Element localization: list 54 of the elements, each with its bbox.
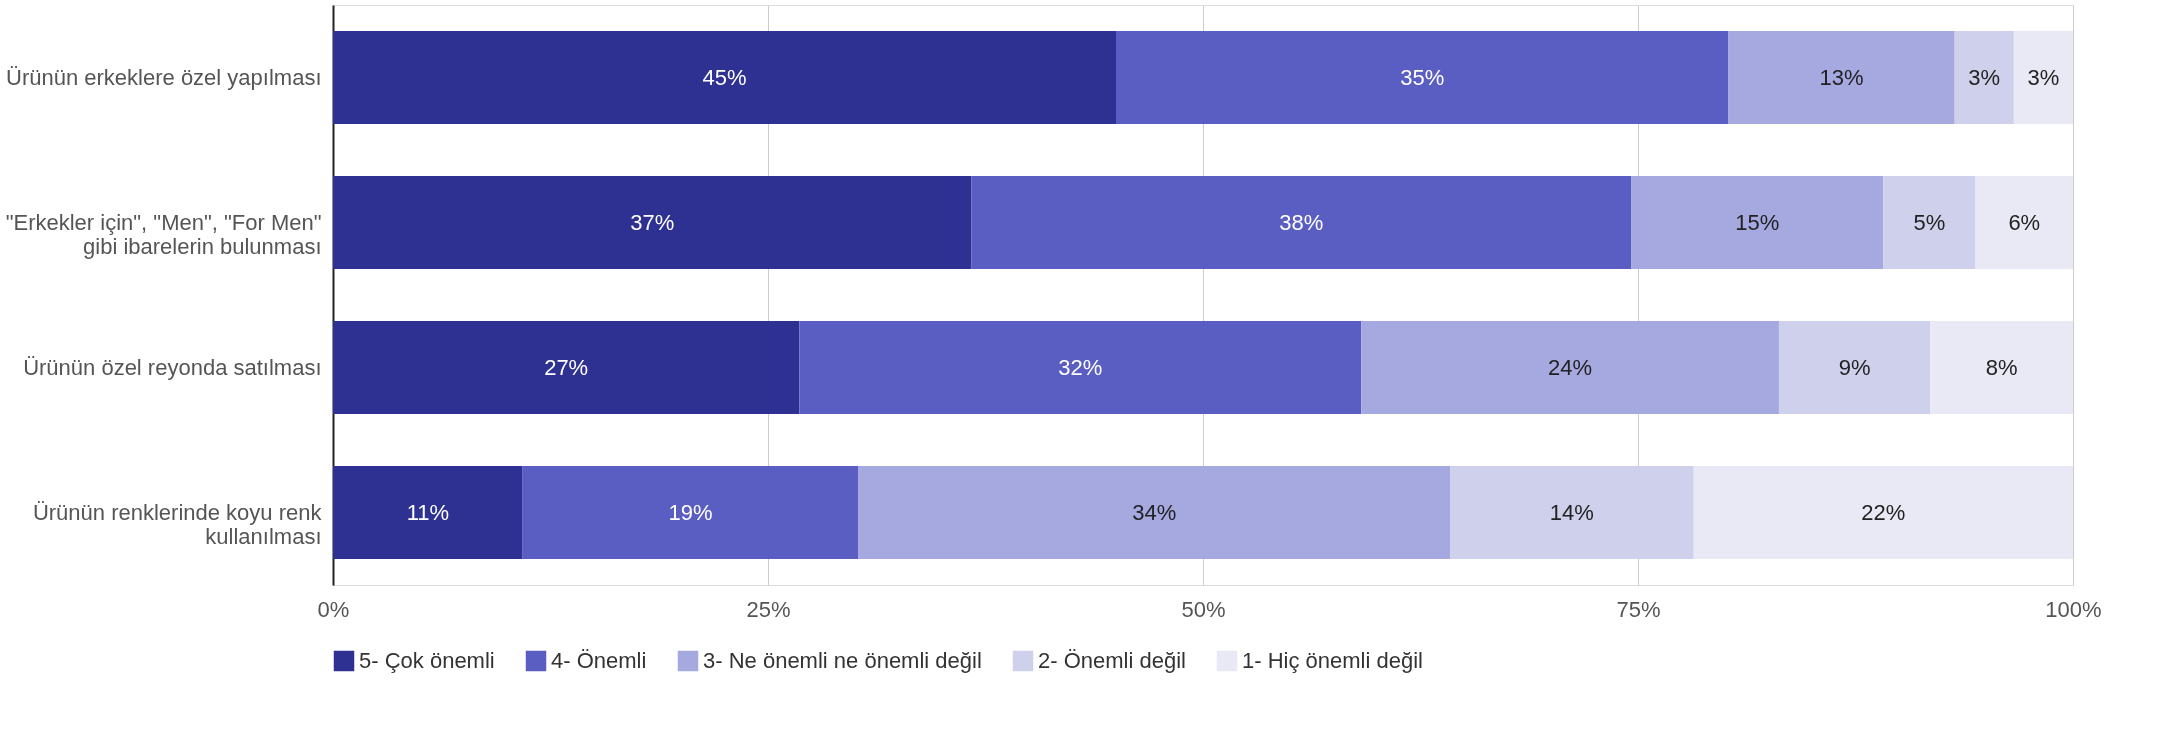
x-tick-label: 25% xyxy=(746,596,791,622)
x-tick-label: 75% xyxy=(1616,596,1661,622)
data-label: 27% xyxy=(544,354,589,380)
data-label: 9% xyxy=(1838,354,1871,380)
x-tick-label: 50% xyxy=(1181,596,1226,622)
data-label: 24% xyxy=(1548,354,1593,380)
bar xyxy=(1693,466,2073,559)
data-label: 3% xyxy=(2027,64,2060,90)
x-tick-label: 0% xyxy=(317,596,350,622)
bar xyxy=(1116,31,1729,124)
x-tick-label: 100% xyxy=(2045,596,2102,622)
bar xyxy=(522,466,859,559)
y-tick-label: Ürünün renklerinde koyu renk kullanılması xyxy=(32,499,323,549)
bar xyxy=(1778,321,1931,414)
bar xyxy=(2013,31,2073,124)
data-label: 19% xyxy=(668,499,713,525)
data-label: 11% xyxy=(406,499,450,525)
data-label: 38% xyxy=(1279,209,1324,235)
data-label: 37% xyxy=(630,209,675,235)
data-label: 15% xyxy=(1735,209,1780,235)
bar xyxy=(1883,176,1976,269)
bar xyxy=(333,466,523,559)
bar xyxy=(1631,176,1884,269)
data-label: 13% xyxy=(1819,64,1864,90)
bar xyxy=(1450,466,1694,559)
bar xyxy=(971,176,1632,269)
data-label: 35% xyxy=(1400,64,1445,90)
legend-label: 3- Ne önemli ne önemli değil xyxy=(703,648,982,673)
bar xyxy=(858,466,1451,559)
data-label: 8% xyxy=(1985,354,2018,380)
bar xyxy=(1954,31,2014,124)
data-label: 32% xyxy=(1058,354,1103,380)
data-label: 34% xyxy=(1132,499,1177,525)
legend-label: 5- Çok önemli xyxy=(359,648,495,673)
legend-label: 2- Önemli değil xyxy=(1038,648,1186,673)
data-label: 22% xyxy=(1861,499,1906,525)
bar xyxy=(333,321,800,414)
bar xyxy=(1975,176,2073,269)
data-label: 3% xyxy=(1968,64,2001,90)
bar xyxy=(1930,321,2073,414)
data-label: 14% xyxy=(1549,499,1594,525)
bar xyxy=(1728,31,1955,124)
bar xyxy=(333,176,972,269)
data-label: 6% xyxy=(2008,209,2041,235)
legend-label: 1- Hiç önemli değil xyxy=(1242,648,1423,673)
y-tick-label: Ürünün özel reyonda satılması xyxy=(23,354,322,380)
y-tick-label: Ürünün erkeklere özel yapılması xyxy=(6,64,322,90)
bar xyxy=(333,31,1116,124)
bar xyxy=(1361,321,1779,414)
data-label: 45% xyxy=(702,64,747,90)
legend-label: 4- Önemli xyxy=(551,648,647,673)
y-tick-label: "Erkekler için", "Men", "For Men" gibi ibarelerin bulunması xyxy=(5,209,322,259)
data-label: 5% xyxy=(1913,209,1946,235)
bar xyxy=(799,321,1362,414)
